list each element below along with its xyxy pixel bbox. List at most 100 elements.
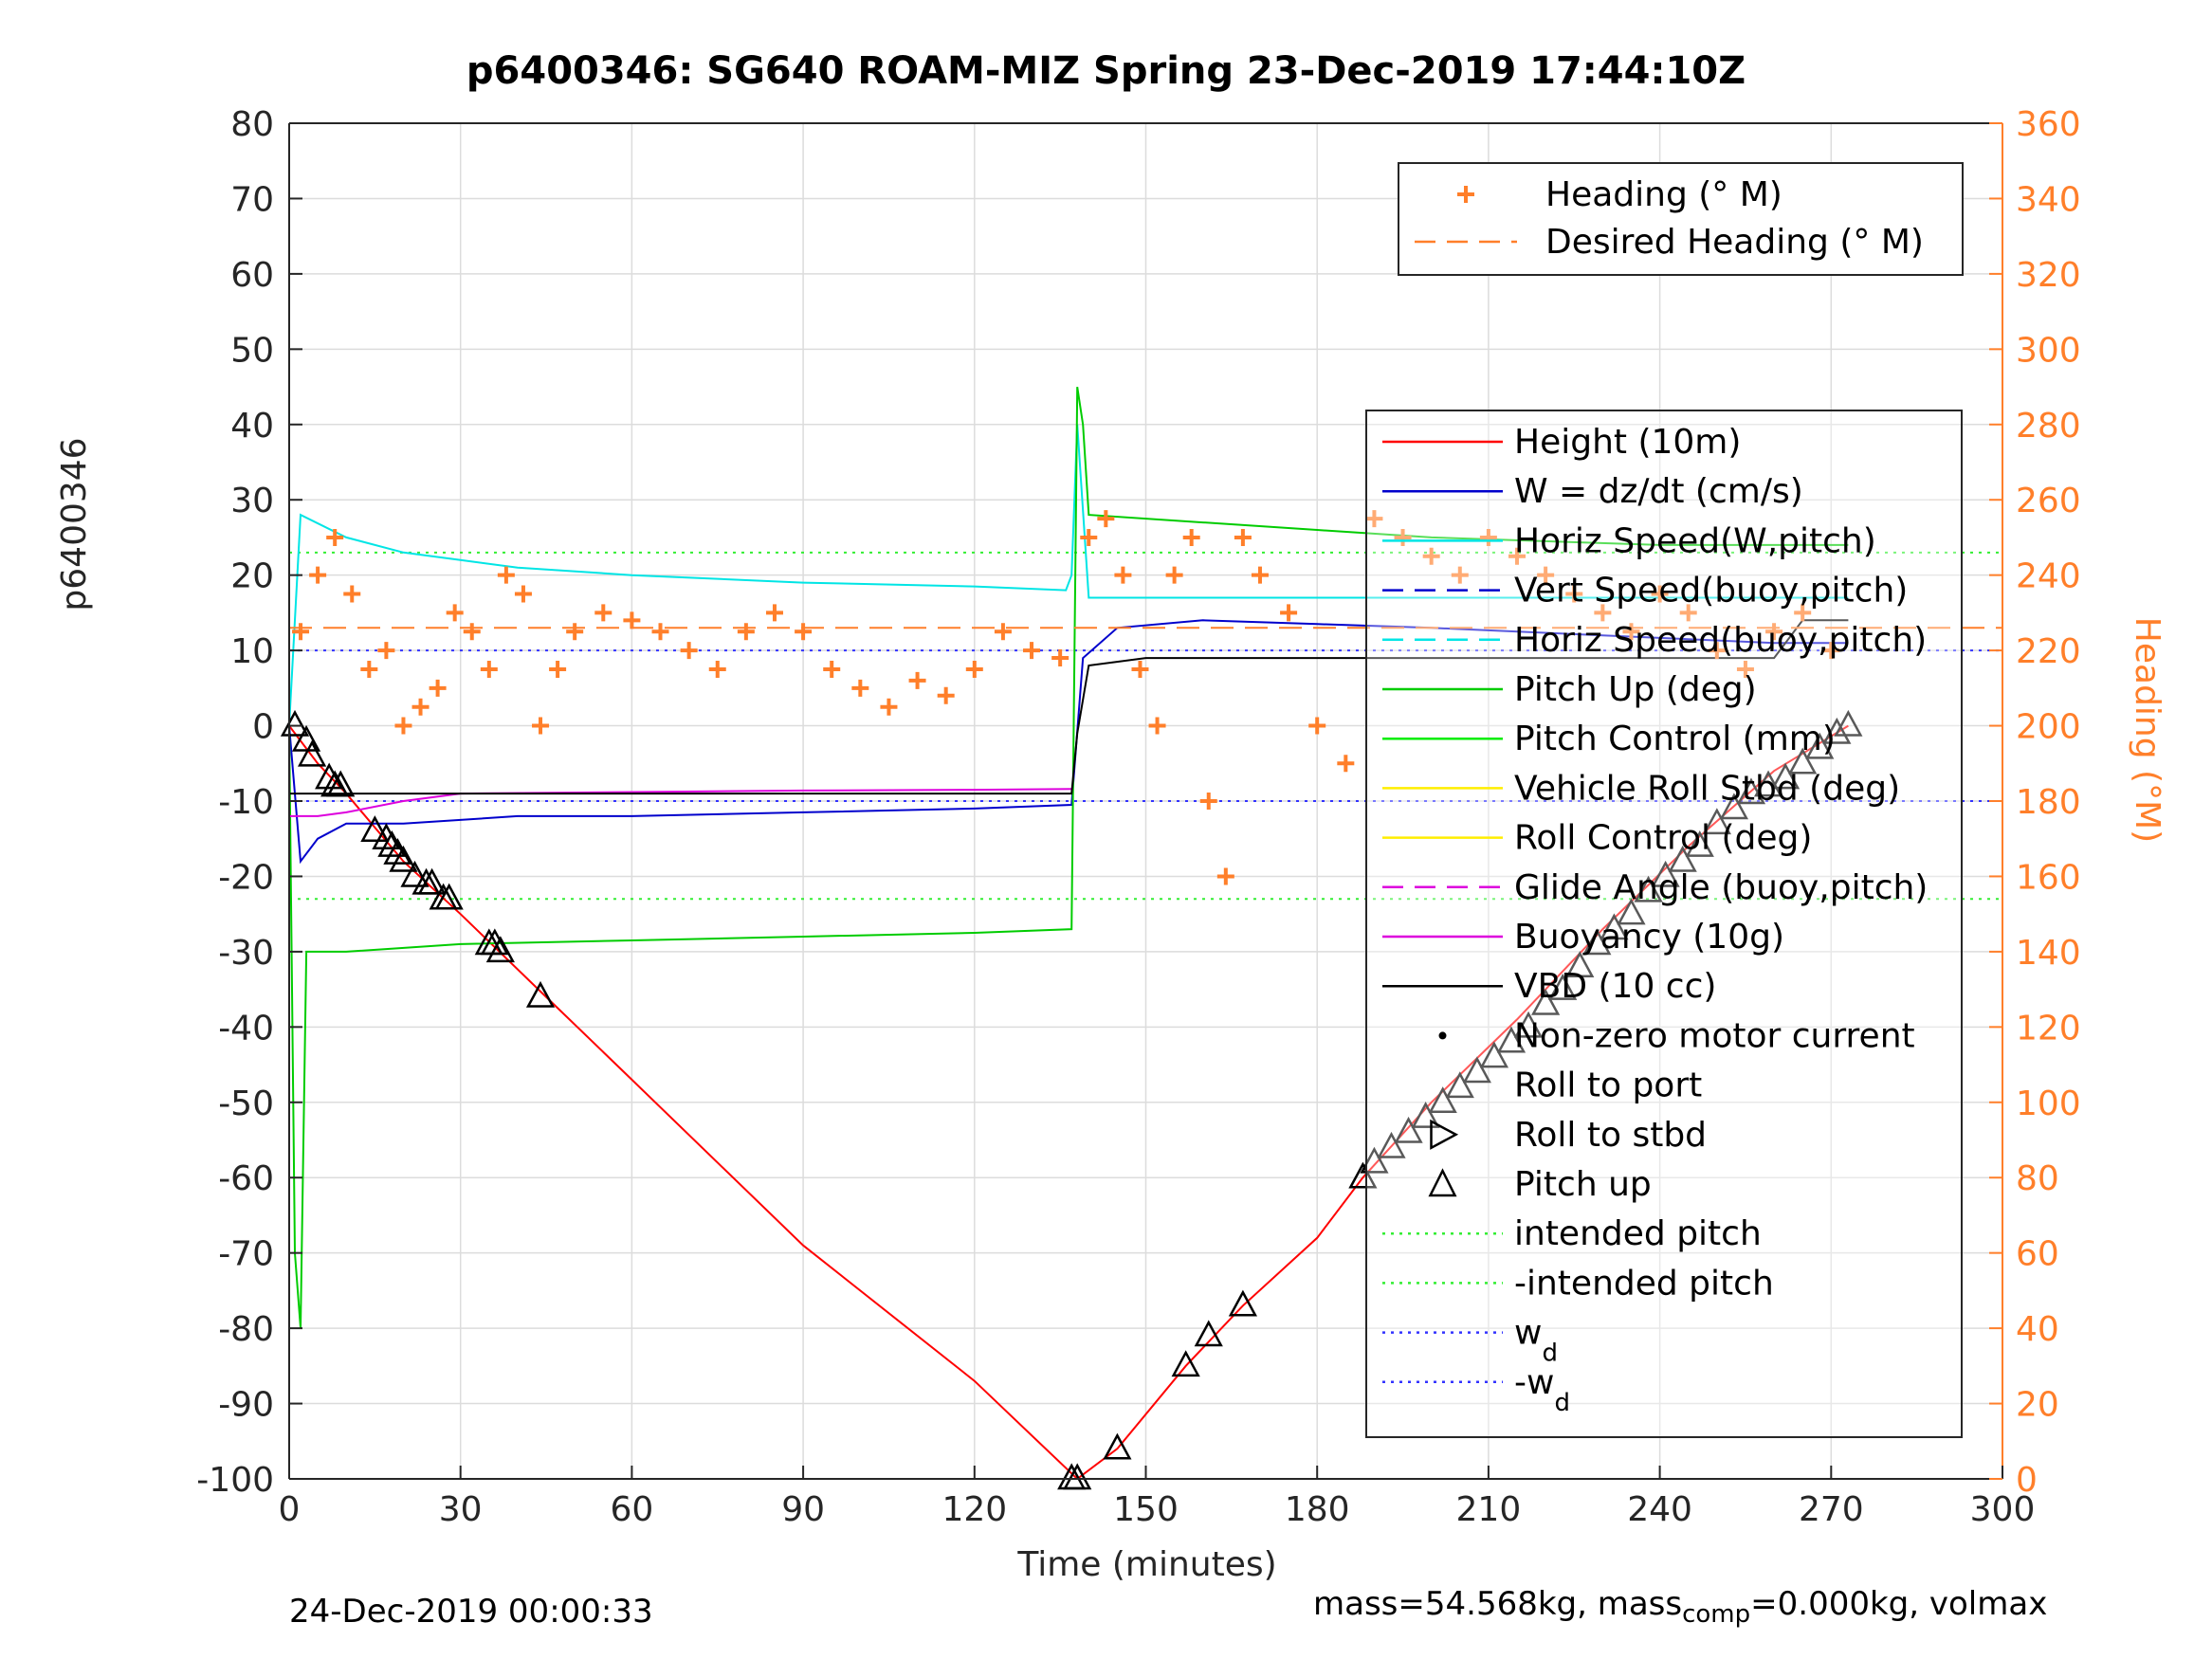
heading-point [1651,585,1669,603]
x-tick-label: 210 [1456,1490,1522,1529]
heading-point [1537,566,1555,584]
heading-point [1165,566,1183,584]
pitch-up-marker [297,739,327,767]
y-tick-label: 60 [230,256,274,295]
pitch-up-marker [1479,1041,1509,1068]
pitch-up-marker [360,815,390,843]
pitch-up-marker [377,830,407,857]
pitch-up-marker [1788,747,1818,775]
pitch-up-marker [1462,1056,1491,1084]
pitch-up-marker [1171,1350,1200,1377]
y2-tick-label: 160 [2016,858,2081,897]
heading-point [1280,604,1298,622]
heading-point [309,566,327,584]
y-tick-label: -40 [218,1009,274,1048]
heading-point [908,671,926,689]
pitch-up-marker [1513,1011,1544,1038]
legend-label: Roll to stbd [1514,1116,1707,1155]
heading-point [1508,547,1526,565]
legend-label: Horiz Speed(buoy,pitch) [1514,621,1927,660]
series-line [288,619,1849,865]
heading-point [1394,528,1412,546]
y-tick-label: 0 [252,708,274,747]
pitch-up-marker [1496,1026,1526,1053]
pitch-up-marker [1428,1086,1457,1114]
pitch-up-marker [525,980,556,1008]
y2-tick-label: 60 [2016,1235,2059,1274]
y2-tick-label: 20 [2016,1386,2059,1425]
legend-label: Pitch Control (mm) [1514,720,1836,758]
y2-tick-label: 280 [2016,407,2081,446]
y-tick-label: -20 [218,858,274,897]
heading-point [429,679,447,697]
legend-label: Horiz Speed(W,pitch) [1514,521,1876,560]
heading-point [937,686,955,704]
y2-tick-label: 100 [2016,1085,2081,1123]
heading-point [680,642,698,660]
legend-label: Vert Speed(buoy,pitch) [1514,572,1908,611]
legend-label: Non-zero motor current [1514,1016,1915,1055]
axes: 0 30 60 90 120 150 180 210 240 270 300807060504030… [196,105,2080,1529]
y-tick-label: -70 [218,1235,274,1274]
pitch-up-marker [326,770,356,797]
y2-tick-label: 0 [2016,1461,2038,1500]
pitch-up-marker [1834,709,1863,737]
heading-point [765,604,783,622]
x-tick-label: 60 [610,1490,653,1529]
pitch-up-marker [1805,732,1835,759]
heading-point [394,717,412,735]
heading-point [1251,566,1269,584]
x-tick-label: 300 [1970,1490,2036,1529]
legend-label: -intended pitch [1514,1264,1774,1303]
x-tick-label: 30 [439,1490,483,1529]
pitch-up-marker [1719,793,1748,820]
heading-point [446,604,464,622]
legend-label: Pitch up [1514,1165,1652,1204]
heading-point [326,528,344,546]
y2-tick-label: 300 [2016,331,2081,370]
y-tick-label: -80 [218,1310,274,1349]
y-tick-label: -10 [218,783,274,822]
pitch-up-marker [1651,860,1680,887]
y2-tick-label: 240 [2016,557,2081,596]
heading-point [1051,649,1069,667]
legend-label: wd [1514,1314,1558,1368]
heading-point [1114,566,1132,584]
pitch-up-marker [1377,1131,1406,1158]
pitch-up-marker [1411,1102,1440,1128]
footer-mass-b: =0.000kg, volmax [1750,1585,2048,1623]
heading-point [566,623,584,641]
heading-point [411,698,430,716]
pitch-up-marker [1600,913,1629,940]
heading-point [1234,528,1252,546]
y2-tick-label: 340 [2016,180,2081,219]
heading-point [343,585,361,603]
heading-point [1565,585,1583,603]
heading-point [532,717,550,735]
heading-point [514,585,532,603]
y-tick-label: -100 [196,1461,274,1500]
y2-tick-label: 120 [2016,1009,2081,1048]
y2-tick-label: 200 [2016,708,2081,747]
x-tick-label: 270 [1799,1490,1864,1529]
heading-point [1199,793,1217,810]
y-tick-label: 30 [230,482,274,520]
heading-point [1622,623,1640,641]
heading-point [651,623,669,641]
y-tick-label: 70 [230,180,274,219]
legend-label: Vehicle Roll Stbd (deg) [1514,769,1900,808]
legend-heading: Heading (° M) Desired Heading (° M) [1398,162,1964,276]
pitch-up-marker [1548,973,1578,1000]
pitch-up-marker [389,845,418,872]
legend-label: Height (10m) [1514,423,1741,462]
footer-mass-sub: comp [1682,1599,1751,1629]
legend-label: Buoyancy (10g) [1514,918,1784,957]
y-tick-label: -90 [218,1386,274,1425]
pitch-up-marker [1360,1146,1389,1174]
x-tick-label: 90 [781,1490,825,1529]
pitch-up-marker [1445,1071,1474,1099]
heading-point [292,623,310,641]
pitch-up-marker [400,860,430,887]
series-layer [288,386,2002,1481]
